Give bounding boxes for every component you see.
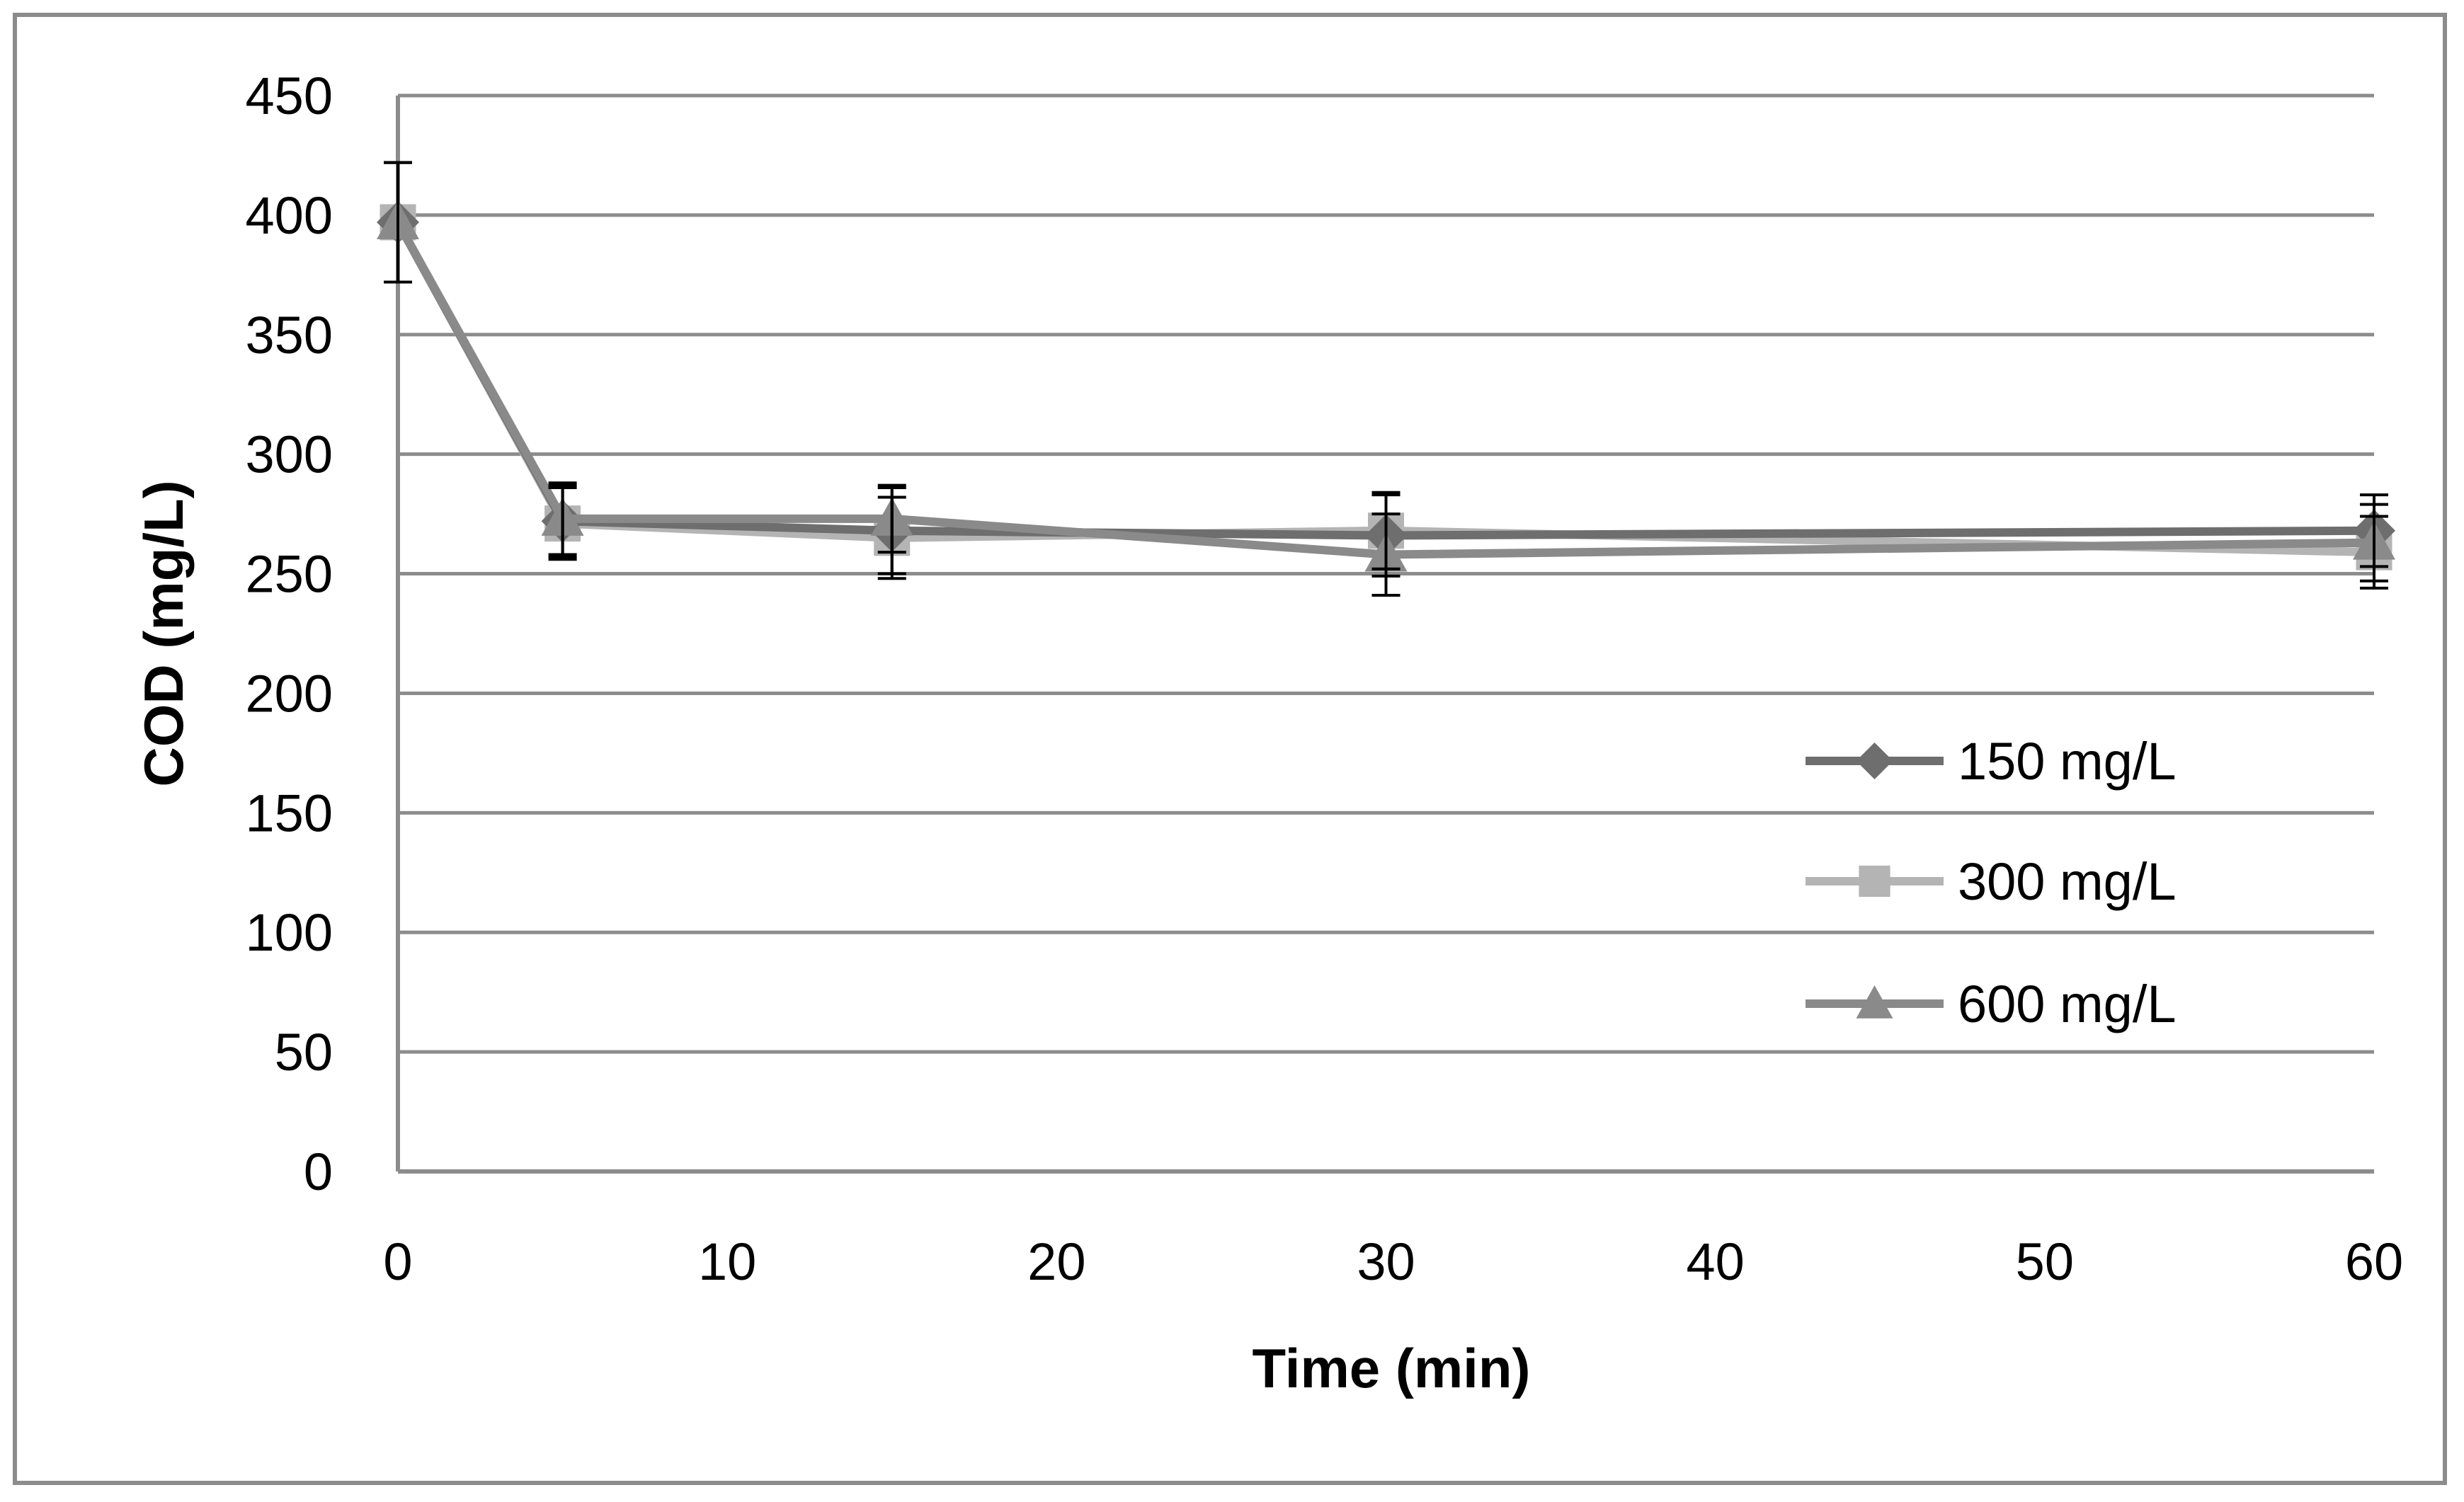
error-bars (384, 161, 2388, 597)
series-line-150mgl (394, 220, 2375, 540)
legend-entry: 600 mg/L (1806, 975, 2177, 1033)
y-axis-title: COD (mg/L) (132, 480, 195, 786)
x-tick-label: 0 (383, 1232, 412, 1291)
legend-label: 150 mg/L (1958, 732, 2177, 791)
error-bar (877, 483, 906, 554)
error-bar (2360, 503, 2388, 583)
legend-swatch-marker (1859, 865, 1890, 898)
y-tick-label: 350 (246, 306, 333, 365)
y-tick-label: 250 (246, 545, 333, 604)
legend-label: 600 mg/L (1958, 975, 2177, 1033)
legend: 150 mg/L 300 mg/L 600 mg/L (1806, 732, 2177, 1033)
gridlines (398, 93, 2374, 1054)
legend-entry: 300 mg/L (1806, 852, 2177, 911)
x-axis-title: Time (min) (1253, 1337, 1531, 1399)
y-tick-label: 0 (304, 1142, 333, 1201)
y-tick-label: 450 (246, 67, 333, 125)
legend-swatch-marker (1856, 985, 1893, 1019)
legend-label: 300 mg/L (1958, 852, 2177, 911)
x-tick-label: 30 (1357, 1232, 1415, 1291)
y-tick-label: 200 (246, 664, 333, 723)
y-tick-label: 400 (246, 186, 333, 245)
error-bar (384, 161, 412, 284)
x-tick-label: 10 (698, 1232, 756, 1291)
legend-entry: 150 mg/L (1806, 732, 2177, 791)
y-tick-label: 100 (246, 903, 333, 962)
tick-labels: 0 50 100 150 200 250 300 350 400 450 0 10 20 30 40 50 60 (246, 67, 2404, 1291)
x-tick-label: 20 (1027, 1232, 1085, 1291)
y-tick-label: 300 (246, 425, 333, 484)
error-bar (1371, 512, 1401, 597)
x-tick-label: 40 (1687, 1232, 1745, 1291)
legend-swatch-marker (1856, 743, 1893, 779)
x-tick-label: 50 (2016, 1232, 2074, 1291)
y-tick-label: 50 (275, 1023, 333, 1082)
error-bar (548, 481, 577, 556)
y-tick-label: 150 (246, 784, 333, 842)
x-tick-label: 60 (2345, 1232, 2403, 1291)
